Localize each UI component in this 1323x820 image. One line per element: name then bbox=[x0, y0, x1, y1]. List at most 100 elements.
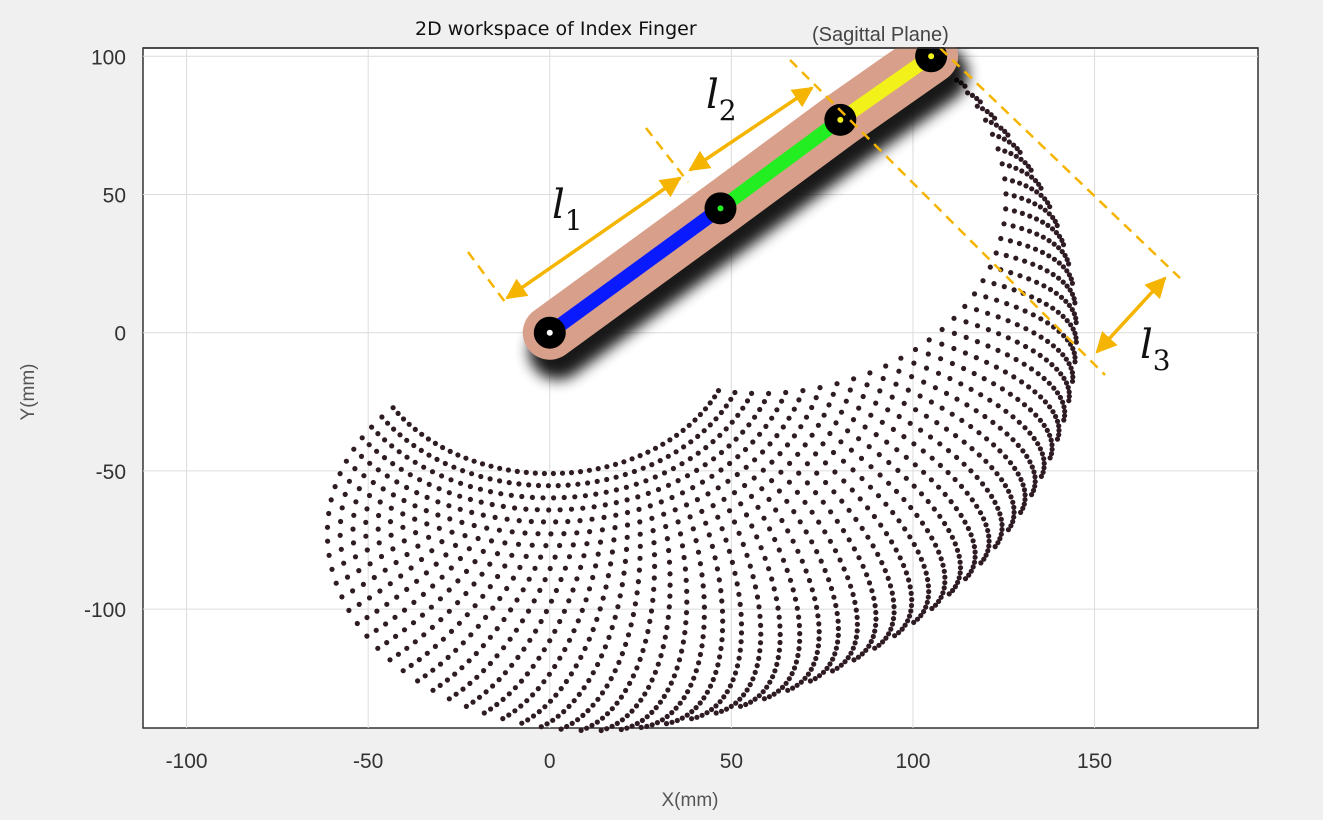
workspace-point bbox=[527, 637, 533, 643]
workspace-point bbox=[754, 663, 760, 669]
workspace-point bbox=[613, 500, 619, 506]
workspace-point bbox=[980, 278, 986, 284]
workspace-point bbox=[901, 434, 907, 440]
workspace-point bbox=[796, 646, 802, 652]
workspace-point bbox=[912, 346, 919, 353]
workspace-point bbox=[925, 577, 931, 583]
x-tick-label: -50 bbox=[353, 750, 383, 773]
workspace-point bbox=[411, 442, 417, 449]
workspace-point bbox=[455, 578, 461, 584]
workspace-point bbox=[400, 668, 406, 674]
workspace-point bbox=[750, 574, 756, 580]
workspace-point bbox=[414, 578, 420, 584]
workspace-point bbox=[710, 503, 716, 509]
workspace-point bbox=[761, 696, 768, 702]
workspace-point bbox=[1046, 253, 1052, 259]
workspace-point bbox=[723, 426, 729, 432]
workspace-point bbox=[351, 446, 357, 452]
workspace-point bbox=[375, 467, 381, 473]
workspace-point bbox=[599, 715, 606, 721]
workspace-point bbox=[895, 467, 901, 473]
workspace-point bbox=[1011, 509, 1017, 515]
workspace-point bbox=[719, 598, 725, 604]
workspace-point bbox=[995, 403, 1001, 409]
workspace-point bbox=[384, 601, 390, 607]
workspace-point bbox=[826, 402, 832, 408]
workspace-point bbox=[488, 463, 494, 469]
workspace-point bbox=[1026, 384, 1032, 390]
workspace-point bbox=[963, 334, 969, 340]
workspace-point bbox=[600, 595, 606, 601]
workspace-point bbox=[744, 398, 751, 404]
workspace-point bbox=[661, 693, 667, 700]
workspace-point bbox=[846, 507, 852, 513]
workspace-point bbox=[536, 655, 542, 661]
workspace-point bbox=[400, 524, 406, 530]
workspace-point bbox=[1021, 361, 1027, 367]
workspace-point bbox=[1011, 514, 1017, 520]
workspace-point bbox=[1066, 261, 1072, 267]
workspace-point bbox=[870, 633, 876, 640]
workspace-point bbox=[544, 721, 550, 727]
workspace-point bbox=[1044, 427, 1050, 433]
workspace-point bbox=[955, 579, 961, 586]
workspace-point bbox=[972, 549, 978, 555]
workspace-point bbox=[719, 628, 726, 634]
workspace-point bbox=[995, 347, 1001, 353]
workspace-point bbox=[985, 310, 991, 316]
workspace-point bbox=[444, 677, 450, 683]
workspace-point bbox=[797, 631, 803, 637]
workspace-point bbox=[550, 470, 557, 477]
workspace-point bbox=[968, 386, 974, 392]
workspace-point bbox=[647, 618, 653, 625]
workspace-point bbox=[966, 572, 972, 578]
workspace-point bbox=[990, 419, 996, 425]
workspace-point bbox=[447, 516, 453, 522]
workspace-point bbox=[466, 658, 472, 664]
joint-center bbox=[837, 116, 844, 123]
workspace-point bbox=[483, 614, 489, 621]
workspace-point bbox=[853, 607, 859, 613]
workspace-point bbox=[859, 475, 865, 482]
workspace-point bbox=[764, 684, 770, 690]
workspace-point bbox=[460, 468, 466, 474]
workspace-point bbox=[657, 458, 663, 464]
workspace-point bbox=[471, 458, 477, 464]
workspace-point bbox=[949, 411, 955, 417]
workspace-point bbox=[1015, 471, 1021, 477]
workspace-point bbox=[584, 725, 590, 731]
workspace-point bbox=[984, 436, 990, 442]
workspace-point bbox=[553, 587, 560, 594]
workspace-point bbox=[713, 416, 719, 422]
workspace-point bbox=[1031, 435, 1037, 442]
workspace-point bbox=[956, 553, 962, 559]
workspace-point bbox=[594, 616, 600, 623]
workspace-point bbox=[589, 516, 595, 522]
workspace-point bbox=[496, 527, 502, 533]
workspace-point bbox=[691, 675, 697, 681]
workspace-point bbox=[575, 618, 581, 624]
workspace-point bbox=[530, 692, 536, 698]
workspace-point bbox=[684, 599, 690, 605]
workspace-point bbox=[538, 554, 544, 560]
workspace-point bbox=[1064, 318, 1070, 324]
workspace-point bbox=[792, 596, 799, 602]
workspace-point bbox=[484, 525, 490, 531]
workspace-point bbox=[652, 474, 658, 480]
workspace-point bbox=[395, 651, 401, 657]
workspace-point bbox=[835, 618, 841, 624]
workspace-point bbox=[809, 432, 815, 438]
workspace-point bbox=[790, 685, 796, 691]
workspace-point bbox=[803, 529, 809, 535]
workspace-point bbox=[994, 471, 1000, 477]
workspace-point bbox=[654, 720, 661, 726]
workspace-point bbox=[1020, 482, 1026, 488]
workspace-point bbox=[976, 430, 982, 436]
workspace-point bbox=[404, 484, 410, 491]
workspace-point bbox=[728, 703, 734, 710]
workspace-point bbox=[634, 665, 640, 671]
workspace-point bbox=[658, 499, 664, 505]
workspace-point bbox=[703, 445, 709, 451]
workspace-point bbox=[800, 388, 806, 394]
workspace-point bbox=[879, 560, 885, 566]
